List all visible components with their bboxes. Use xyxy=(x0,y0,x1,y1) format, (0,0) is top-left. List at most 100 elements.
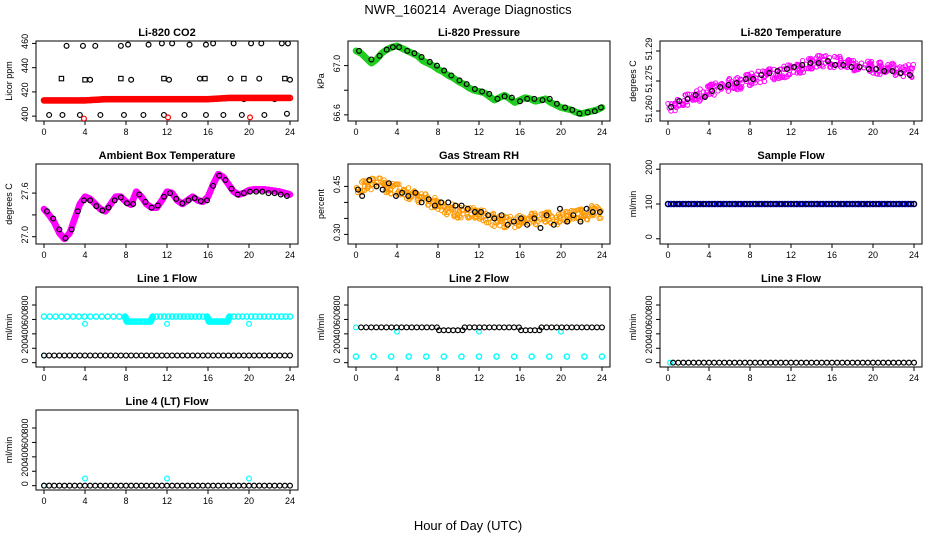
data-point xyxy=(352,353,360,360)
data-point xyxy=(597,104,604,111)
data-point xyxy=(692,91,699,98)
x-tick-label: 24 xyxy=(285,250,295,260)
data-point xyxy=(81,475,88,482)
data-point xyxy=(172,313,180,320)
y-axis-label: ml/min xyxy=(316,314,326,341)
plot-frame xyxy=(347,286,611,368)
data-point xyxy=(117,352,124,359)
data-point xyxy=(545,353,553,360)
panel-4: Ambient Box Temperature 0 4 8 12 16 20 24 27.0 27… xyxy=(4,150,299,260)
data-point xyxy=(591,108,598,115)
panel-1: Li-820 CO2 0 4 8 12 16 20 24 400 420 440 460 Licor p… xyxy=(4,27,299,137)
data-point xyxy=(471,85,478,92)
data-point xyxy=(128,352,135,359)
data-point xyxy=(145,41,152,48)
data-point xyxy=(873,65,880,72)
data-point xyxy=(441,67,448,74)
data-point xyxy=(143,352,150,359)
data-point xyxy=(80,115,87,121)
data-point xyxy=(524,95,531,102)
data-point xyxy=(535,218,541,224)
data-point xyxy=(122,482,129,489)
x-tick-label: 20 xyxy=(244,496,254,506)
data-point xyxy=(751,77,757,84)
data-point xyxy=(508,94,515,101)
data-point xyxy=(418,53,425,60)
y-tick-label: 0.30 xyxy=(332,224,342,242)
data-point xyxy=(537,225,544,232)
data-point xyxy=(261,111,268,118)
x-tick-label: 4 xyxy=(82,496,87,506)
data-point xyxy=(418,199,425,206)
data-point xyxy=(418,324,425,331)
data-point xyxy=(265,313,272,320)
data-point xyxy=(840,61,847,68)
data-point xyxy=(269,313,277,320)
data-point xyxy=(562,104,569,111)
data-point xyxy=(757,359,764,366)
data-point xyxy=(81,313,88,320)
data-point xyxy=(813,359,820,366)
data-point xyxy=(46,313,54,320)
data-point xyxy=(246,482,253,489)
data-point xyxy=(239,313,246,320)
y-tick-label: 460 xyxy=(20,34,30,49)
x-tick-label: 0 xyxy=(665,250,670,260)
data-point xyxy=(79,42,86,49)
plot-area xyxy=(667,359,917,366)
data-point xyxy=(256,482,263,489)
x-tick-label: 24 xyxy=(597,127,607,137)
y-tick-label: 51.260 xyxy=(644,95,654,123)
data-point xyxy=(709,87,716,94)
data-point xyxy=(419,196,426,202)
data-point xyxy=(166,76,173,83)
data-point xyxy=(573,324,580,331)
x-tick-label: 16 xyxy=(203,373,213,383)
data-point xyxy=(697,86,703,92)
data-point xyxy=(845,59,851,66)
data-point xyxy=(672,107,678,114)
x-tick-label: 20 xyxy=(556,373,566,383)
data-point xyxy=(445,327,452,334)
panel-title: Li-820 Temperature xyxy=(741,27,842,39)
x-tick-label: 12 xyxy=(474,250,484,260)
data-point xyxy=(86,313,94,320)
data-point xyxy=(433,62,440,69)
data-point xyxy=(210,41,217,47)
data-point xyxy=(670,359,677,366)
data-point xyxy=(777,359,784,366)
data-point xyxy=(746,359,753,366)
data-point xyxy=(140,111,147,118)
data-point xyxy=(885,65,892,72)
data-point xyxy=(58,75,65,82)
x-tick-label: 24 xyxy=(285,127,295,137)
data-point xyxy=(762,73,768,79)
data-point xyxy=(575,207,582,213)
data-point xyxy=(80,197,87,204)
y-tick-label: 0 xyxy=(644,358,654,363)
x-tick-label: 0 xyxy=(41,250,46,260)
data-point xyxy=(82,77,88,83)
data-point xyxy=(153,313,160,320)
data-point xyxy=(716,359,723,366)
data-point xyxy=(809,65,815,71)
data-point xyxy=(63,42,70,49)
data-point xyxy=(376,175,382,181)
x-tick-label: 8 xyxy=(123,250,128,260)
panel-title: Li-820 Pressure xyxy=(438,27,520,39)
data-point xyxy=(423,191,429,197)
x-tick-label: 20 xyxy=(244,373,254,383)
data-point xyxy=(905,359,912,366)
data-point xyxy=(87,352,94,359)
panel-6: Sample Flow 0 4 8 12 16 20 24 0 100 200 ml/min xyxy=(628,150,923,260)
data-point xyxy=(897,69,904,76)
data-point xyxy=(543,209,550,215)
data-point xyxy=(910,201,917,208)
data-point xyxy=(387,353,395,360)
x-tick-label: 8 xyxy=(435,127,440,137)
data-point xyxy=(569,106,576,113)
data-point xyxy=(161,75,167,82)
data-point xyxy=(256,313,264,320)
y-axis-label: ml/min xyxy=(4,314,14,341)
data-point xyxy=(800,69,806,75)
